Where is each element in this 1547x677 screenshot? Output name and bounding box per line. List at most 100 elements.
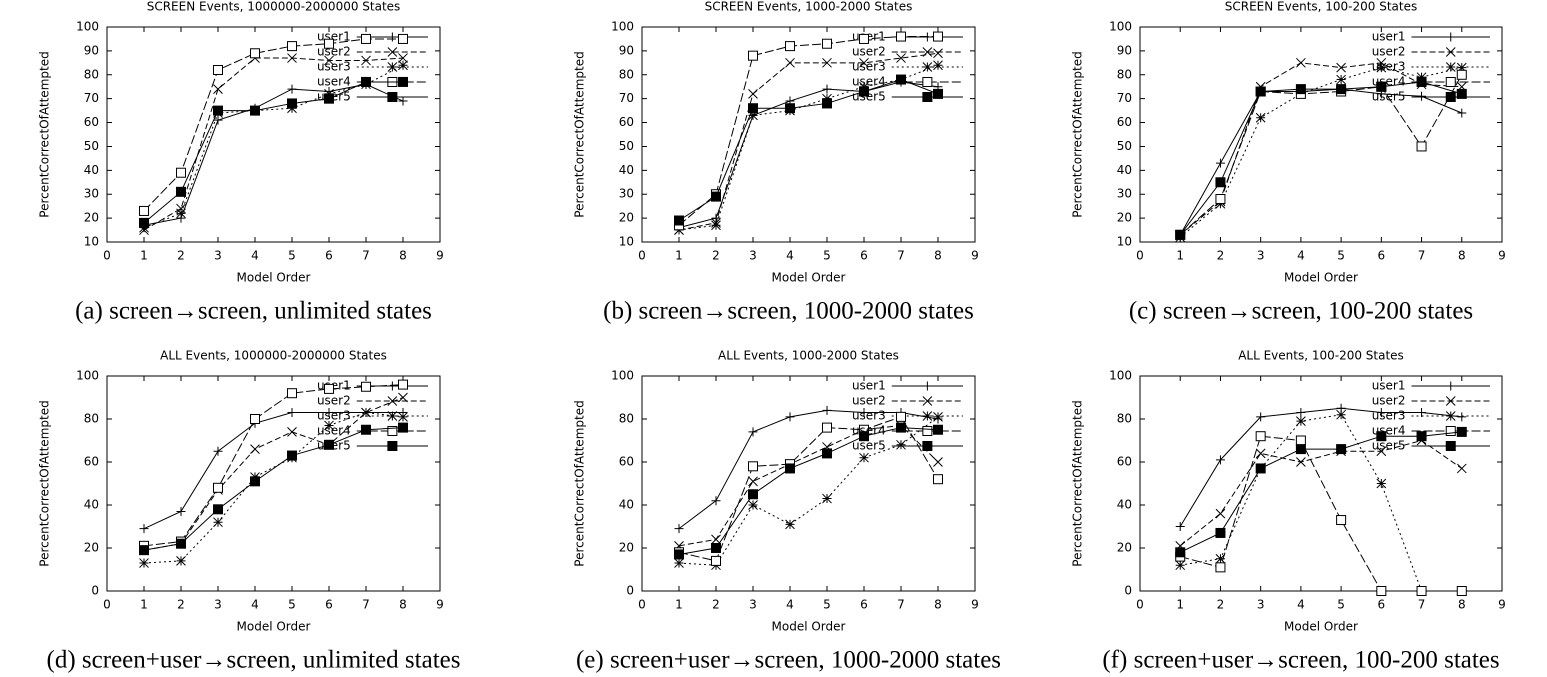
marker — [933, 411, 943, 422]
marker — [933, 31, 943, 42]
marker — [1296, 457, 1306, 467]
marker — [324, 93, 334, 104]
x-tick-label: 7 — [362, 598, 370, 612]
x-tick-label: 0 — [103, 249, 111, 263]
caption: (a) screen→screen, unlimited states — [75, 298, 432, 325]
chart-title: ALL Events, 1000000-2000000 States — [160, 349, 387, 363]
marker — [213, 504, 223, 515]
marker — [213, 446, 223, 456]
x-tick-label: 5 — [1337, 598, 1345, 612]
y-tick-label: 100 — [1109, 369, 1132, 383]
marker — [213, 65, 223, 75]
marker — [711, 220, 721, 231]
legend-marker — [387, 32, 397, 42]
y-tick-label: 20 — [84, 211, 99, 225]
marker — [1336, 409, 1346, 420]
marker — [674, 549, 684, 560]
plot-frame — [1139, 375, 1503, 592]
marker — [896, 31, 906, 42]
marker — [748, 50, 758, 61]
x-tick-label: 9 — [971, 249, 979, 263]
marker — [896, 422, 906, 433]
series-line — [678, 424, 939, 547]
marker — [250, 444, 260, 454]
x-tick-label: 6 — [860, 249, 868, 263]
chart-title: SCREEN Events, 100-200 States — [1225, 0, 1418, 14]
y-tick-label: 80 — [619, 67, 634, 81]
y-tick-label: 10 — [1117, 235, 1132, 249]
y-tick-label: 60 — [84, 115, 99, 129]
legend-label: user3 — [852, 60, 886, 74]
x-axis-label: Model Order — [1284, 271, 1358, 285]
legend-label: user1 — [1372, 379, 1406, 393]
series-line — [1179, 67, 1462, 238]
marker — [822, 405, 832, 415]
series-line — [1179, 81, 1462, 236]
series-line — [678, 416, 939, 562]
y-tick-label: 30 — [1117, 187, 1132, 201]
marker — [859, 431, 869, 442]
marker — [859, 57, 869, 68]
x-tick-label: 8 — [934, 249, 942, 263]
legend-label: user4 — [317, 424, 351, 438]
y-tick-label: 100 — [76, 20, 99, 34]
marker — [1376, 62, 1387, 73]
y-tick-label: 50 — [84, 139, 99, 153]
marker — [139, 217, 149, 228]
marker — [287, 427, 297, 437]
y-tick-label: 90 — [619, 43, 634, 57]
marker — [176, 167, 186, 178]
x-tick-label: 5 — [288, 598, 296, 612]
marker — [748, 500, 758, 510]
marker — [859, 452, 869, 463]
y-axis-label: PercentCorrectOfAttempted — [38, 400, 52, 566]
marker — [176, 208, 186, 219]
y-tick-label: 0 — [91, 584, 99, 598]
marker — [933, 48, 943, 59]
x-tick-label: 2 — [177, 249, 185, 263]
x-tick-label: 2 — [712, 249, 720, 263]
marker — [711, 555, 721, 566]
x-tick-label: 9 — [436, 249, 444, 263]
marker — [176, 506, 186, 516]
plot-frame — [106, 375, 441, 592]
legend-label: user3 — [317, 409, 351, 423]
y-tick-label: 20 — [619, 211, 634, 225]
series-line — [1179, 88, 1462, 236]
y-tick-label: 30 — [619, 187, 634, 201]
marker — [1376, 57, 1387, 68]
series-line — [1180, 431, 1462, 553]
y-tick-label: 20 — [619, 541, 634, 555]
marker — [287, 450, 297, 461]
legend-marker — [387, 47, 398, 57]
chart-title: ALL Events, 1000-2000 States — [718, 349, 899, 363]
series-line — [143, 397, 404, 551]
legend-label: user2 — [317, 394, 351, 408]
marker — [1215, 194, 1226, 204]
y-tick-label: 40 — [84, 498, 99, 512]
chart-title: SCREEN Events, 1000-2000 States — [705, 0, 913, 14]
marker — [711, 191, 721, 202]
marker — [1336, 84, 1347, 95]
y-tick-label: 60 — [619, 115, 634, 129]
marker — [361, 424, 371, 435]
series-line — [143, 412, 404, 564]
y-tick-label: 90 — [84, 43, 99, 57]
marker — [398, 33, 408, 44]
y-tick-label: 20 — [1117, 541, 1132, 555]
marker — [287, 408, 297, 418]
marker — [1336, 444, 1347, 455]
marker — [1215, 158, 1225, 168]
x-tick-label: 1 — [675, 249, 683, 263]
marker — [748, 461, 758, 472]
marker — [822, 38, 832, 49]
legend-label: user3 — [1372, 409, 1406, 423]
marker — [748, 427, 758, 437]
legend-marker — [922, 381, 932, 391]
marker — [1175, 560, 1186, 571]
x-tick-label: 4 — [251, 598, 259, 612]
legend-marker — [387, 62, 398, 72]
x-tick-label: 1 — [1176, 249, 1184, 263]
x-tick-label: 2 — [177, 598, 185, 612]
series-line — [1180, 435, 1462, 592]
